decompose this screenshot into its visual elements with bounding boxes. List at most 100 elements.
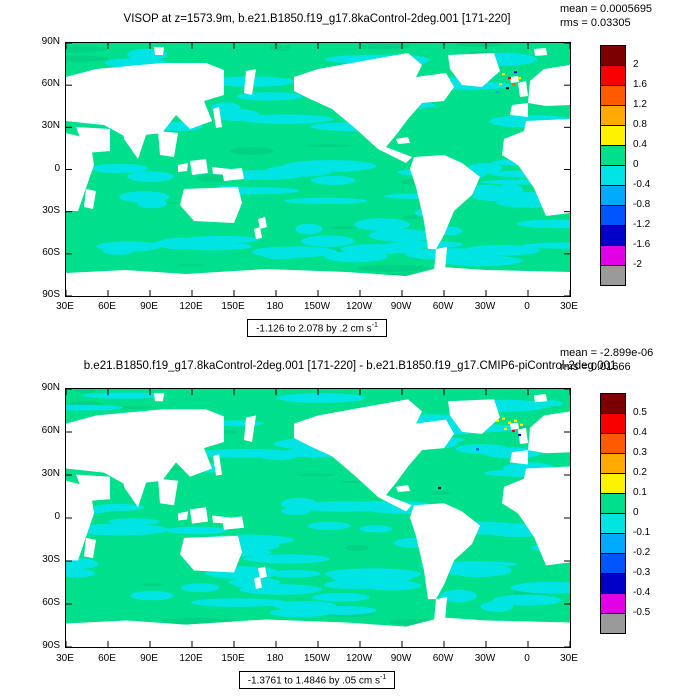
lon-tick-label: 120E [179, 301, 203, 312]
contour-texture [177, 263, 205, 267]
range-label: -1.3761 to 1.4846 by .05 cm s-1 [238, 670, 396, 689]
anomaly-patch [175, 242, 253, 251]
continent-landmass [158, 131, 178, 157]
anomaly-patch [108, 518, 160, 526]
continent-landmass [66, 409, 224, 485]
extreme-value-speckle [514, 419, 517, 422]
lat-tick-label: 60S [42, 597, 60, 608]
colorbar-tick-label: -0.3 [633, 567, 651, 578]
anomaly-patch [119, 191, 170, 203]
continent-landmass [294, 399, 454, 512]
lon-tick-label: 60E [98, 653, 116, 664]
contour-texture [73, 389, 96, 393]
anomaly-patch [238, 114, 334, 124]
continent-landmass [510, 450, 528, 465]
rms-value: rms = 0.03305 [560, 17, 631, 29]
lon-tick-label: 90W [390, 653, 412, 664]
colorbar [600, 393, 626, 634]
colorbar-tick-label: -0.4 [633, 587, 651, 598]
lon-tick-label: 30E [560, 301, 578, 312]
anomaly-patch [455, 444, 509, 454]
colorbar-box [600, 433, 626, 454]
colorbar-box [600, 573, 626, 594]
anomaly-patch [312, 592, 370, 602]
anomaly-patch [307, 521, 351, 531]
anomaly-patch [194, 448, 293, 458]
colorbar-box [600, 85, 626, 106]
continent-landmass [244, 69, 256, 95]
contour-texture [138, 583, 165, 587]
lon-tick-label: 30W [474, 653, 496, 664]
lon-tick-label: 30E [560, 653, 578, 664]
anomaly-patch [101, 245, 135, 255]
continent-landmass [66, 617, 570, 647]
colorbar-tick-label: 1.6 [633, 79, 647, 90]
lat-tick-label: 30S [42, 554, 60, 565]
extreme-value-speckle [438, 486, 441, 490]
anomaly-patch [92, 503, 145, 511]
continent-landmass [534, 394, 547, 403]
continent-landmass [178, 163, 188, 172]
continent-landmass [518, 427, 528, 445]
contour-texture [306, 143, 351, 148]
continent-landmass [294, 53, 454, 163]
continent-landmass [510, 103, 528, 117]
colorbar-tick-label: 1.2 [633, 99, 647, 110]
colorbar-box [600, 125, 626, 146]
anomaly-patch [295, 223, 323, 235]
range-label: -1.126 to 2.078 by .2 cm s-1 [247, 318, 387, 337]
anomaly-patch [354, 218, 410, 231]
continent-landmass [190, 159, 208, 175]
lon-tick-label: 150W [303, 301, 331, 312]
continent-landmass [190, 507, 208, 524]
extreme-value-speckle [512, 429, 515, 433]
lon-tick-label: 180 [266, 653, 284, 664]
continent-landmass [448, 399, 500, 434]
continent-landmass [448, 53, 500, 87]
contour-texture [356, 264, 431, 272]
colorbar-box [600, 553, 626, 574]
lon-tick-label: 150E [221, 653, 245, 664]
lon-tick-label: 90W [390, 301, 412, 312]
extreme-value-speckle [496, 91, 499, 94]
anomaly-patch [440, 589, 477, 603]
contour-texture [196, 174, 231, 183]
anomaly-patch [444, 564, 512, 577]
anomaly-patch [66, 404, 123, 411]
lon-tick-label: 90E [140, 653, 158, 664]
lon-tick-label: 120W [345, 301, 373, 312]
colorbar-tick-label: -0.1 [633, 527, 651, 538]
anomaly-patch [277, 393, 366, 403]
colorbar-tick-label: 0.3 [633, 447, 647, 458]
colorbar-tick-label: 0.8 [633, 119, 647, 130]
continent-landmass [258, 217, 267, 229]
continent-landmass [66, 63, 224, 137]
anomaly-patch [284, 197, 368, 204]
range-footer-row: -1.126 to 2.078 by .2 cm s-1 [65, 318, 569, 337]
colorbar-box [600, 413, 626, 434]
map-plot [65, 388, 571, 648]
extreme-value-speckle [504, 427, 507, 430]
colorbar-tick-label: 0.4 [633, 427, 647, 438]
lat-tick-label: 30N [41, 468, 60, 479]
continent-landmass [528, 411, 570, 454]
contour-texture [431, 491, 453, 496]
range-text: -1.126 to 2.078 by .2 cm s [256, 323, 372, 334]
lon-tick-label: 60E [98, 301, 116, 312]
anomaly-patch [405, 248, 497, 261]
colorbar-box [600, 265, 626, 286]
continent-landmass [502, 119, 570, 216]
continent-landmass [528, 65, 570, 106]
colorbar-tick-label: -2 [633, 259, 642, 270]
extreme-value-speckle [506, 87, 509, 90]
anomaly-patch [91, 163, 149, 174]
continent-landmass [180, 535, 242, 573]
continent-landmass [396, 484, 410, 492]
continent-landmass [396, 137, 410, 144]
colorbar-box [600, 393, 626, 414]
anomaly-patch [325, 568, 422, 580]
colorbar-box [600, 45, 626, 66]
contour-texture [66, 45, 107, 53]
colorbar-box [600, 513, 626, 534]
